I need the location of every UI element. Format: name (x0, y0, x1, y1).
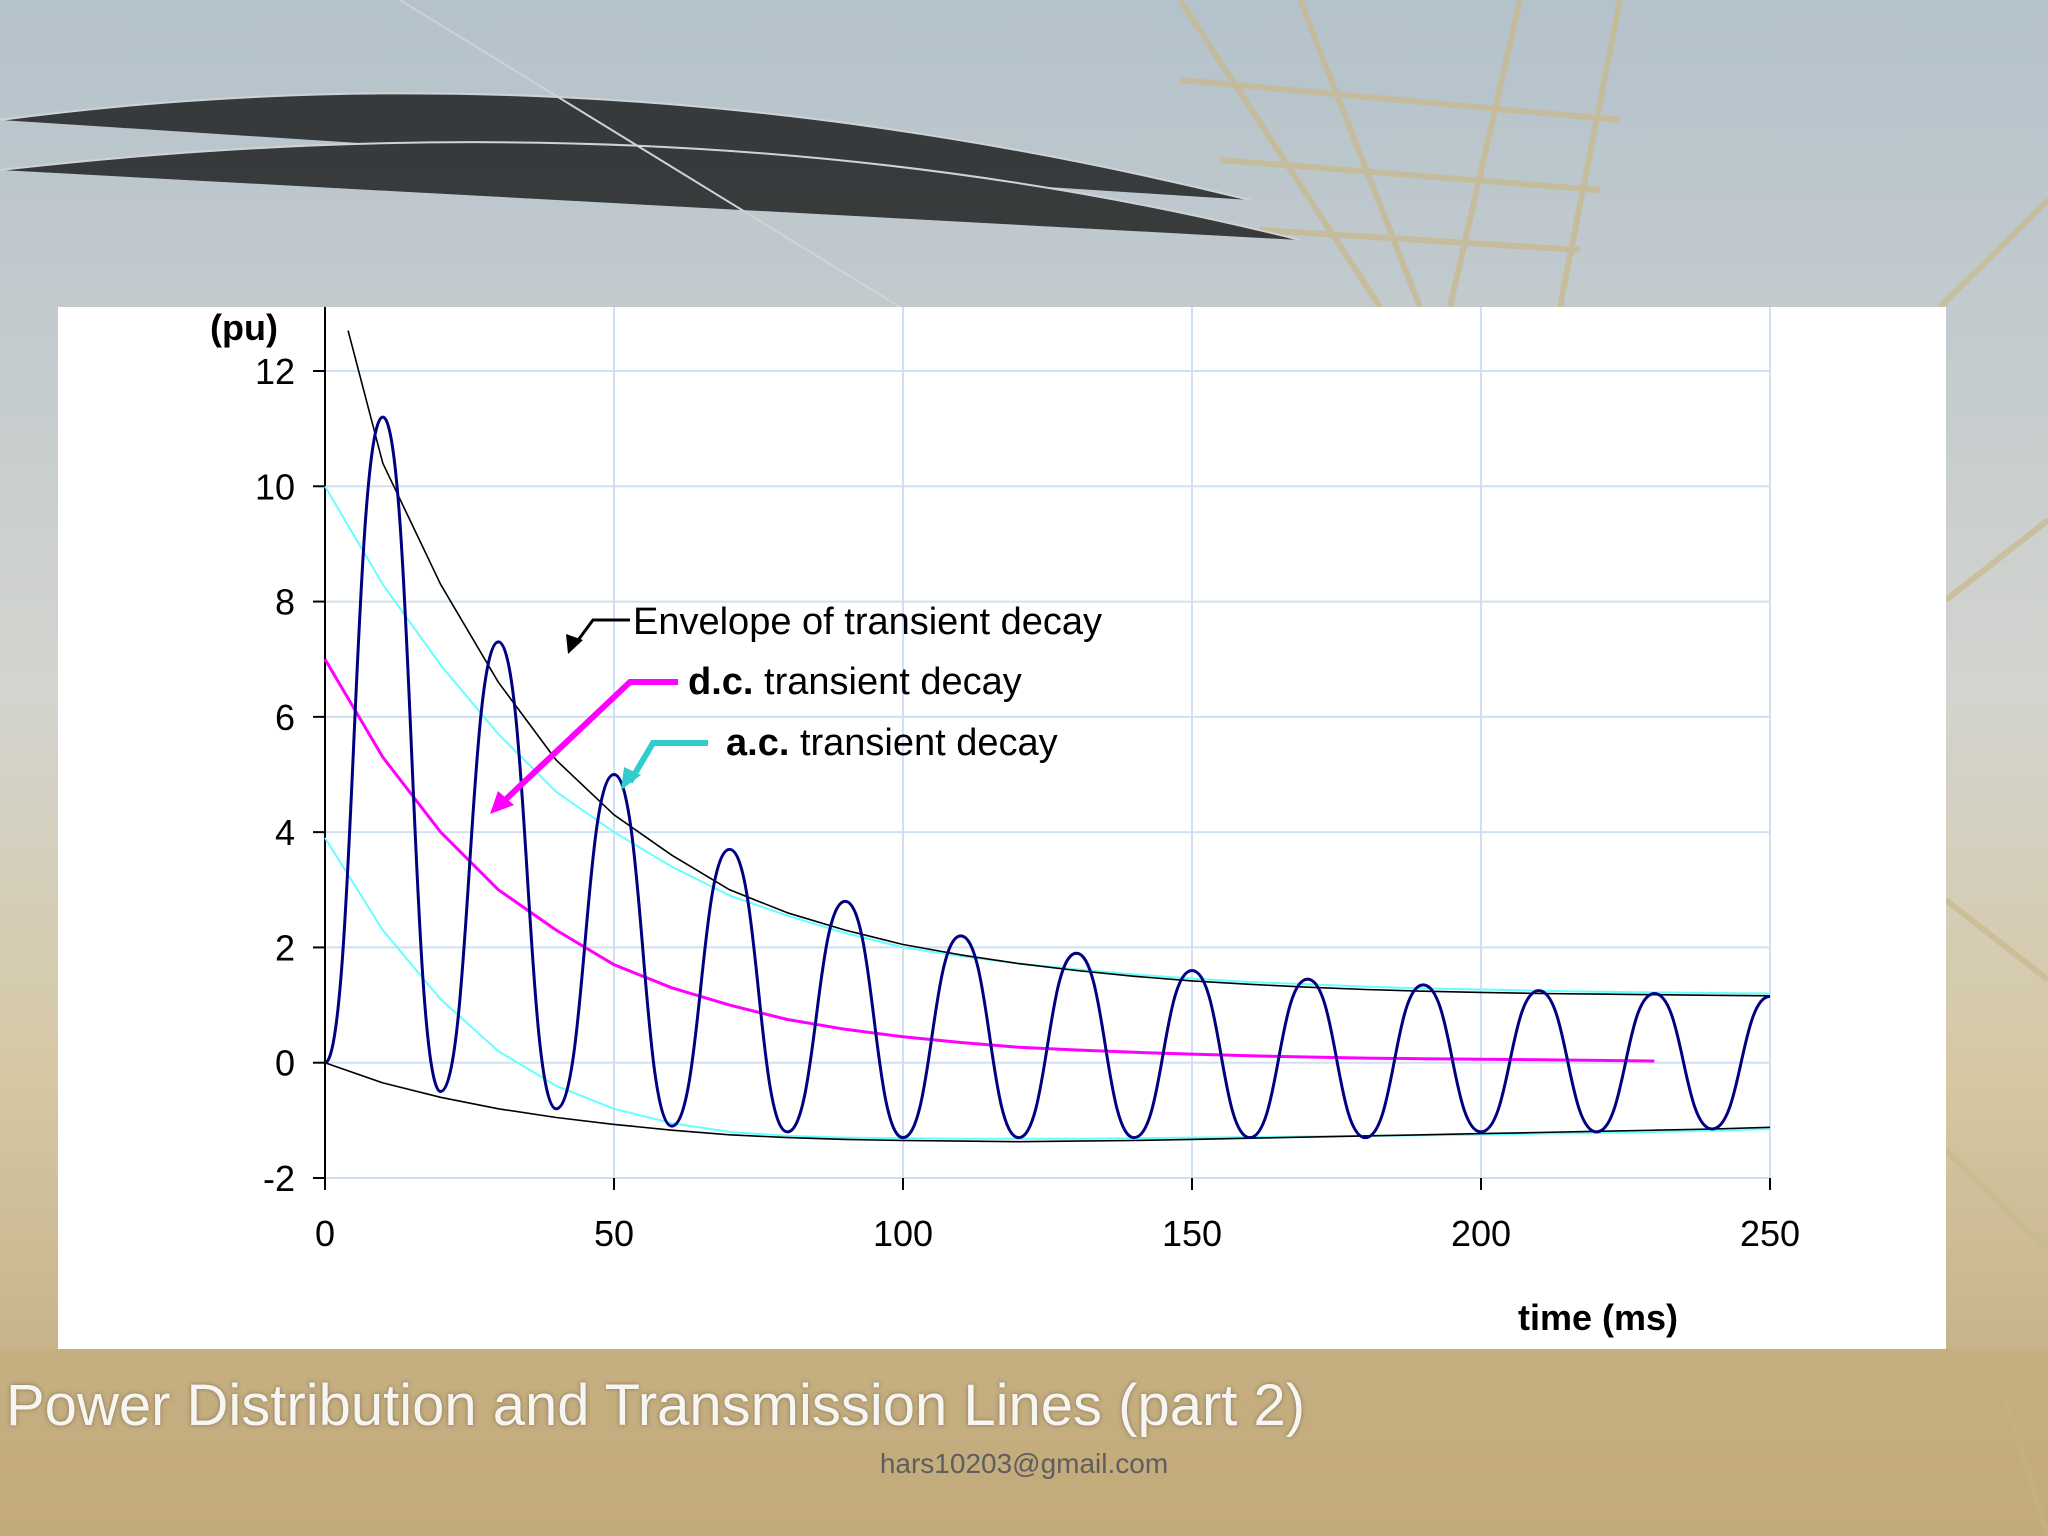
current-waveform-line (323, 415, 1771, 1140)
x-tick-label-100: 100 (873, 1213, 933, 1254)
transient-decay-chart: 0 50 100 150 200 250 -2 0 2 4 6 8 10 12 Envelope of t… (210, 307, 1800, 1338)
envelope-arrow (571, 618, 630, 648)
annotation-ac: a.c. transient decay (726, 722, 1058, 764)
y-tick-label-4: 4 (275, 812, 295, 853)
ac-decay-lower-line (324, 837, 1771, 1140)
dc-arrowhead (490, 791, 514, 814)
y-tick-label--2: -2 (263, 1158, 295, 1199)
y-tick-label-2: 2 (275, 927, 295, 968)
series (323, 330, 1771, 1143)
x-tick-label-200: 200 (1451, 1213, 1511, 1254)
y-tick-label-6: 6 (275, 697, 295, 738)
envelope-arrowhead (566, 634, 583, 654)
dc-arrow (500, 679, 678, 805)
y-axis-title: (pu) (210, 307, 278, 348)
y-tick-label-0: 0 (275, 1043, 295, 1084)
x-tick-label-150: 150 (1162, 1213, 1222, 1254)
y-tick-label-12: 12 (255, 351, 295, 392)
x-tick-label-0: 0 (315, 1213, 335, 1254)
ac-arrowhead (621, 767, 641, 790)
slide-footer-email: hars10203@gmail.com (879, 1448, 1169, 1479)
x-tick-label-250: 250 (1740, 1213, 1800, 1254)
chart-panel: 0 50 100 150 200 250 -2 0 2 4 6 8 10 12 Envelope of t… (58, 307, 1946, 1349)
pylon-silhouette (1177, 0, 2048, 1536)
envelope-lower-line (324, 1061, 1771, 1143)
power-lines (0, 0, 1301, 308)
x-axis-title: time (ms) (1518, 1297, 1678, 1338)
annotations: Envelope of transient decay d.c. transie… (490, 601, 1102, 814)
y-tick-label-10: 10 (255, 466, 295, 507)
x-tick-label-50: 50 (594, 1213, 634, 1254)
axes: 0 50 100 150 200 250 -2 0 2 4 6 8 10 12 (255, 307, 1800, 1254)
envelope-upper-line (347, 330, 1771, 997)
y-tick-label-8: 8 (275, 582, 295, 623)
annotation-envelope: Envelope of transient decay (633, 601, 1102, 643)
annotation-dc: d.c. transient decay (688, 661, 1022, 703)
ac-arrow (627, 740, 708, 784)
slide-footer-title: Power Distribution and Transmission Line… (6, 1373, 1306, 1438)
dc-decay-line (323, 658, 1655, 1063)
grid (324, 307, 1771, 1179)
